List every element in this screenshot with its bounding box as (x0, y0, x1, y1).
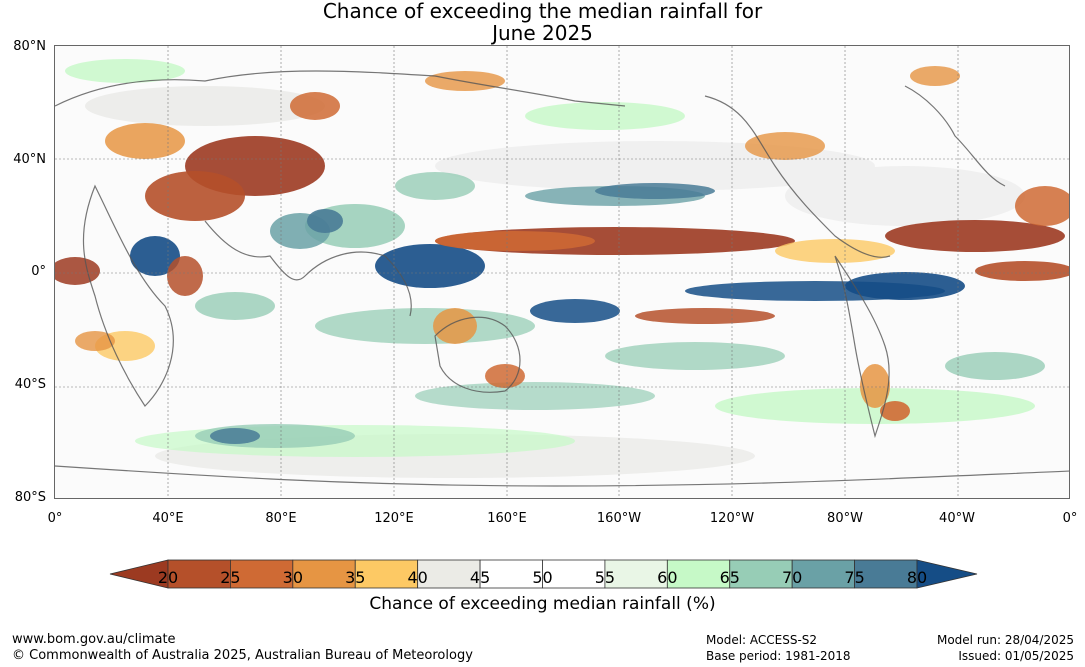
lon-label-0-right: 0° (1062, 511, 1078, 526)
lon-label-120w: 120°W (709, 511, 755, 526)
dry-patches (55, 66, 1069, 421)
colorbar-tick-label: 30 (282, 568, 303, 587)
lon-label-80e: 80°E (265, 511, 297, 526)
lat-label-80n: 80°N (13, 39, 46, 54)
footer-model: Model: ACCESS-S2 (706, 633, 818, 647)
colorbar-tick-label: 20 (157, 568, 179, 587)
lon-label-40e: 40°E (152, 511, 184, 526)
lon-label-40w: 40°W (939, 511, 975, 526)
lon-label-120e: 120°E (374, 511, 414, 526)
colorbar-cell (167, 559, 231, 589)
map-title-line1: Chance of exceeding the median rainfall … (322, 0, 763, 23)
map-canvas (55, 46, 1069, 498)
lon-label-160w: 160°W (596, 511, 642, 526)
rainfall-map (54, 45, 1070, 499)
footer-copyright: © Commonwealth of Australia 2025, Austra… (12, 648, 473, 663)
gridlines (55, 46, 1069, 498)
colorbar-tick-label: 65 (719, 568, 740, 587)
colorbar-cell (292, 559, 356, 589)
colorbar-tick-label: 35 (345, 568, 366, 587)
colorbar-cell (542, 559, 606, 589)
lat-label-40s: 40°S (14, 377, 46, 392)
colorbar-tick-label: 55 (594, 568, 616, 587)
lat-label-0: 0° (31, 264, 46, 279)
lat-label-80s: 80°S (14, 490, 46, 505)
lon-label-80w: 80°W (827, 511, 863, 526)
colorbar-cell (417, 559, 481, 589)
colorbar-tick-label: 40 (407, 568, 428, 587)
map-title-line2: June 2025 (492, 21, 593, 45)
footer-base-period: Base period: 1981-2018 (706, 649, 851, 663)
colorbar-cell (854, 559, 918, 589)
colorbar-cell (666, 559, 731, 589)
colorbar-cell (230, 559, 294, 589)
lon-label-0-left: 0° (47, 511, 63, 526)
colorbar (109, 559, 978, 589)
colorbar-tick-label: 45 (469, 568, 491, 587)
colorbar-arrow-high (916, 559, 978, 589)
colorbar-tick-label: 50 (532, 568, 553, 587)
colorbar-cell (354, 559, 419, 589)
colorbar-tick-label: 60 (657, 568, 678, 587)
footer-url: www.bom.gov.au/climate (12, 632, 176, 647)
colorbar-tick-label: 75 (844, 568, 865, 587)
footer-issued: Issued: 01/05/2025 (958, 649, 1074, 663)
coastlines (55, 70, 1069, 487)
colorbar-title: Chance of exceeding median rainfall (%) (369, 594, 716, 614)
lon-label-160e: 160°E (487, 511, 527, 526)
colorbar-cell (604, 559, 668, 589)
lat-label-40n: 40°N (13, 152, 46, 167)
colorbar-tick-label: 70 (781, 568, 803, 587)
colorbar-tick-label: 80 (906, 568, 928, 587)
colorbar-cell (791, 559, 855, 589)
footer-model-run: Model run: 28/04/2025 (936, 633, 1074, 647)
colorbar-tick-label: 25 (220, 568, 241, 587)
